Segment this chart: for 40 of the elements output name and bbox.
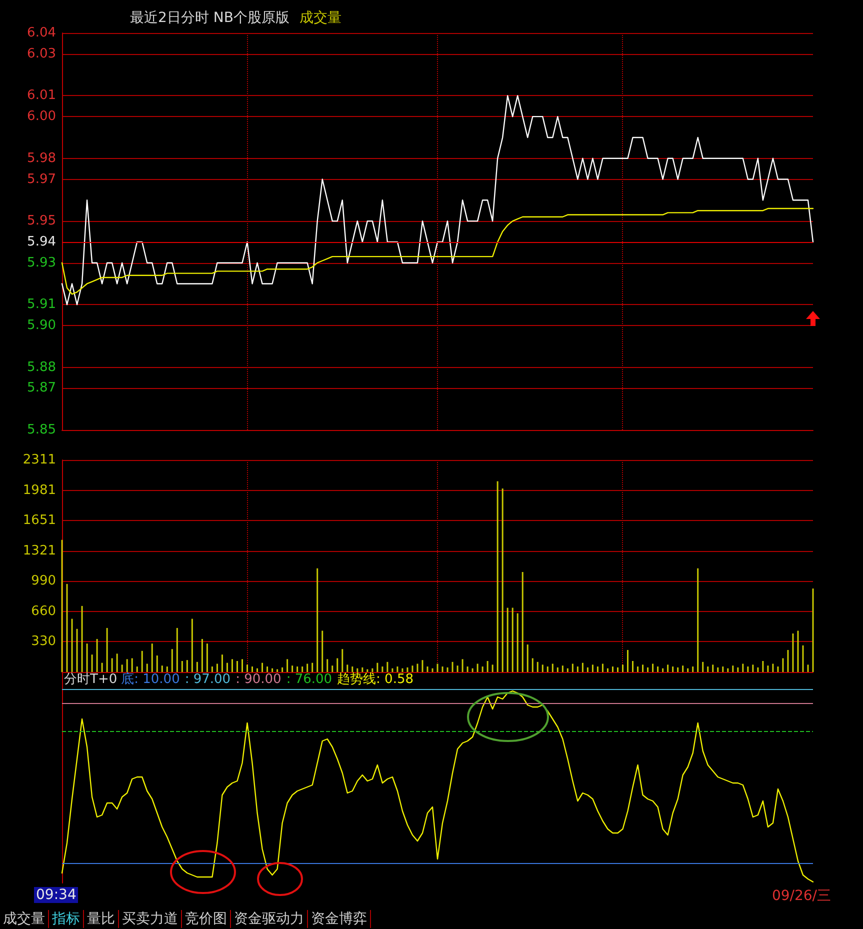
y-tick-label: 330 [31,634,56,650]
text: 资金驱动力 [231,910,308,928]
y-tick-label: 1981 [22,482,56,498]
ref-line-label: : 76.00 [286,672,332,687]
y-tick-label: 2311 [22,452,56,468]
y-tick-label: 660 [31,604,56,619]
y-tick-label: 5.95 [27,214,56,229]
text: 趋势线: 0.58 [337,672,414,687]
y-tick-label: 5.90 [27,318,56,334]
text: 09:34 [34,887,78,903]
y-tick-label: 5.97 [27,172,56,187]
chart-title: 分时T+0 [64,672,118,687]
y-tick-label: 6.03 [27,46,56,62]
text: 成交量 [299,10,342,26]
y-tick-label: 990 [31,574,56,589]
y-tick-label: 5.88 [27,360,56,375]
text: 买卖力道 [119,910,182,928]
ref-line-label: 底: 10.00 [121,672,180,687]
ref-line-label: : 97.00 [184,672,231,687]
line-series [61,95,814,306]
text: 09/26/三 [772,887,831,905]
ref-line-label: : 90.00 [236,672,282,687]
text: 竞价图 [182,910,231,928]
y-tick-label: 1321 [22,543,56,558]
y-tick-label: 1651 [22,513,56,528]
y-tick-label: 6.01 [27,88,56,104]
text: 量比 [84,910,119,928]
y-tick-label: 5.87 [27,380,56,396]
text: 成交量 [0,910,49,928]
y-tick-label: 5.93 [27,255,56,270]
text: 指标 [49,910,84,928]
y-tick-label: 5.85 [27,422,56,438]
chart-title: 最近2日分时 NB个股原版 [130,10,290,26]
text: 资金博弈 [308,910,371,928]
line-series [61,208,814,295]
y-tick-label: 5.98 [27,150,56,166]
y-tick-label: 5.94 [27,234,56,250]
y-tick-label: 6.00 [27,109,56,124]
y-tick-label: 5.91 [27,297,56,312]
y-tick-label: 6.04 [27,26,56,40]
